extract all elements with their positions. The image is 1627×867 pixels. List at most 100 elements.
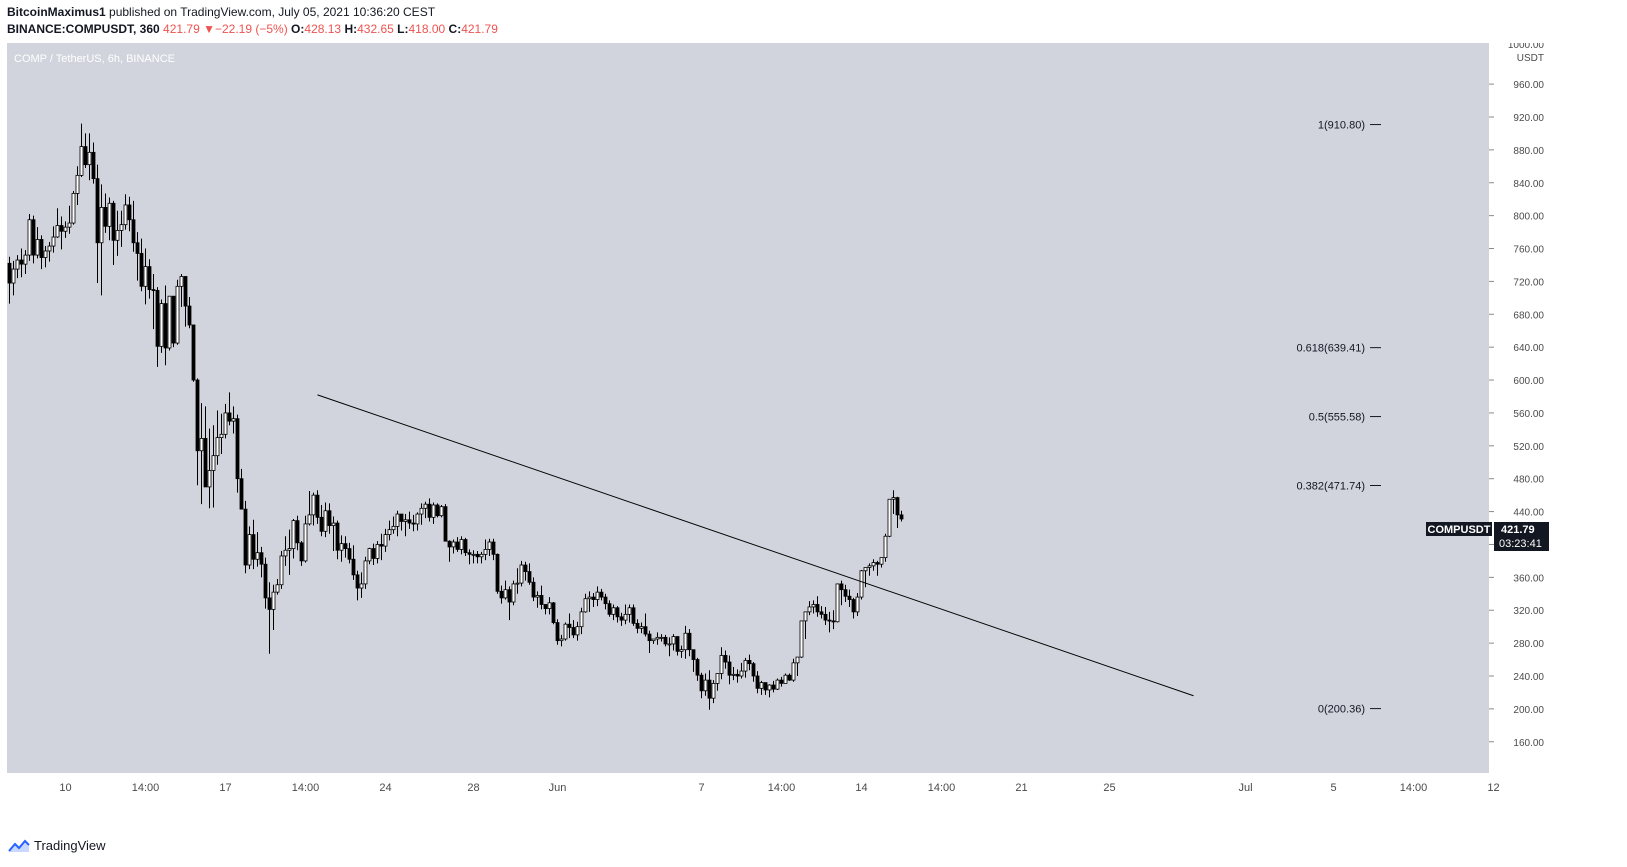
candle-body (851, 599, 856, 613)
candle-body (515, 582, 520, 585)
brand[interactable]: TradingView (8, 838, 106, 853)
candle-body (83, 146, 88, 166)
candle-body (371, 548, 376, 559)
candle-body (227, 412, 232, 422)
candle-body (651, 638, 656, 642)
candle-body (151, 289, 156, 292)
time-axis[interactable] (7, 773, 1549, 801)
candle-body (19, 259, 24, 265)
candle-body (771, 684, 776, 690)
candle-body (39, 239, 44, 258)
open-value: 428.13 (304, 22, 342, 36)
candle-body (359, 583, 364, 589)
candle-body (195, 379, 200, 452)
price-tick-label: 840.00 (1513, 179, 1544, 190)
candle-body (363, 560, 368, 585)
plot-background (7, 43, 1489, 773)
candle-body (11, 268, 16, 284)
candle-body (691, 649, 696, 660)
change-text: −22.19 (−5%) (214, 22, 288, 36)
candle-body (119, 224, 124, 231)
price-tick-label: 320.00 (1513, 606, 1544, 617)
candle-body (475, 553, 480, 558)
candle-body (655, 636, 660, 640)
candle-body (247, 534, 252, 566)
candle-body (819, 611, 824, 615)
candle-body (611, 607, 616, 615)
price-chart[interactable]: COMP / TetherUS, 6h, BINANCE 1000.00 USD… (7, 43, 1549, 801)
candle-body (287, 548, 292, 551)
price-tick-label: 200.00 (1513, 705, 1544, 716)
candle-body (799, 620, 804, 658)
ohlc-legend: BINANCE:COMPUSDT, 360 421.79 ▼−22.19 (−5… (7, 22, 498, 36)
candle-body (435, 504, 440, 517)
price-badge-bg (1494, 522, 1549, 551)
candle-body (607, 603, 612, 615)
price-badge-countdown: 03:23:41 (1499, 538, 1542, 550)
candle-body (275, 584, 280, 593)
fib-level-label: 0.382(471.74) (1297, 480, 1366, 492)
candle-body (307, 514, 312, 525)
price-tick-label: 880.00 (1513, 146, 1544, 157)
candle-body (871, 562, 876, 567)
candle-body (327, 510, 332, 526)
candle-body (763, 682, 768, 691)
trendline[interactable] (317, 394, 1194, 697)
candle-body (679, 649, 684, 652)
candle-body (171, 295, 176, 344)
time-tick-label: 14:00 (1400, 782, 1428, 794)
candle-body (143, 266, 148, 287)
candle-body (547, 602, 552, 609)
candle-body (603, 596, 608, 605)
symbol-line: BINANCE:COMPUSDT, 360 (7, 22, 160, 36)
time-tick-label: 14:00 (132, 782, 160, 794)
candle-body (451, 541, 456, 548)
price-tick-label: 160.00 (1513, 738, 1544, 749)
candle-body (291, 520, 296, 549)
candle-body (575, 626, 580, 636)
symbol-badge-bg (1426, 522, 1492, 536)
candle-body (443, 506, 448, 542)
candle-body (235, 418, 240, 480)
time-tick-label: 14:00 (768, 782, 796, 794)
high-label: H: (344, 22, 358, 36)
fib-level-label: 1(910.80) (1318, 120, 1365, 132)
candle-body (331, 522, 336, 526)
candle-body (859, 570, 864, 598)
candle-body (895, 497, 900, 516)
fib-level-label: 0.618(639.41) (1297, 343, 1366, 355)
time-tick-label: 28 (467, 782, 479, 794)
candle-body (615, 607, 620, 618)
candle-body (507, 589, 512, 603)
candle-body (111, 202, 116, 241)
price-tick-label: 240.00 (1513, 672, 1544, 683)
candle-body (831, 620, 836, 623)
candle-body (431, 504, 436, 518)
candle-body (783, 674, 788, 684)
candle-body (755, 675, 760, 689)
candle-body (579, 611, 584, 628)
author-name: BitcoinMaximus1 (7, 5, 106, 19)
time-tick-label: 14 (855, 782, 867, 794)
candle-body (303, 523, 308, 562)
candle-body (343, 543, 348, 549)
candle-body (463, 539, 468, 554)
candle-body (711, 682, 716, 699)
price-axis[interactable] (1489, 43, 1549, 773)
time-tick-label: 17 (219, 782, 231, 794)
candle-body (55, 225, 60, 238)
price-tick-label: 600.00 (1513, 376, 1544, 387)
price-tick-label: 640.00 (1513, 343, 1544, 354)
candle-body (267, 597, 272, 610)
candle-body (707, 679, 712, 699)
candle-body (619, 616, 624, 621)
tradingview-logo-icon (8, 839, 30, 852)
candle-body (695, 659, 700, 676)
time-tick-label: 21 (1015, 782, 1027, 794)
candle-body (583, 598, 588, 613)
candle-body (527, 571, 532, 583)
candle-body (479, 553, 484, 558)
low-value: 418.00 (408, 22, 446, 36)
candle-body (351, 558, 356, 576)
candle-body (863, 567, 868, 572)
